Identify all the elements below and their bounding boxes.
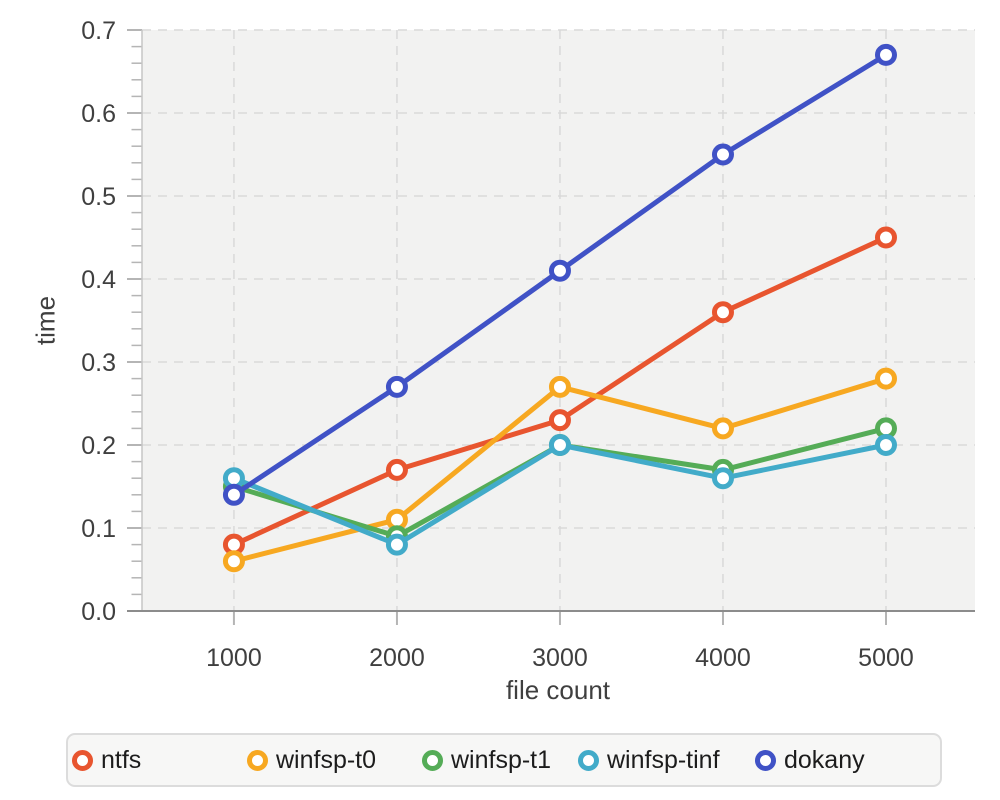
legend-item-winfsp-tinf: winfsp-tinf	[578, 746, 755, 775]
y-tick-label: 0.2	[81, 432, 116, 460]
y-tick-label: 0.6	[81, 100, 116, 128]
y-tick-label: 0.1	[81, 515, 116, 543]
y-tick-label: 0.5	[81, 183, 116, 211]
data-point-winfsp-tinf	[711, 467, 734, 490]
data-point-dokany	[385, 375, 408, 398]
data-point-winfsp-t0	[711, 417, 734, 440]
y-tick-label: 0.4	[81, 266, 116, 294]
x-tick-label: 5000	[858, 644, 914, 672]
legend-item-winfsp-t0: winfsp-t0	[247, 746, 422, 775]
plot-background	[142, 30, 975, 611]
legend-marker-icon	[578, 749, 599, 771]
x-tick-label: 3000	[532, 644, 588, 672]
legend-marker-icon	[72, 749, 93, 771]
legend-marker-icon	[247, 749, 268, 771]
data-point-dokany	[222, 483, 245, 506]
legend-label: ntfs	[101, 745, 142, 774]
data-point-dokany	[711, 143, 734, 166]
data-point-winfsp-t0	[548, 375, 571, 398]
y-tick-label: 0.0	[81, 598, 116, 626]
y-axis-title: time	[30, 295, 61, 346]
legend-label: winfsp-t0	[276, 745, 377, 774]
legend-marker-icon	[422, 749, 443, 771]
x-tick-label: 1000	[206, 644, 262, 672]
data-point-ntfs	[385, 458, 408, 481]
data-point-ntfs	[711, 301, 734, 324]
data-point-dokany	[874, 43, 897, 66]
x-tick-label: 4000	[695, 644, 751, 672]
legend-item-dokany: dokany	[755, 746, 865, 775]
data-point-winfsp-t0	[222, 550, 245, 573]
legend: ntfs winfsp-t0 winfsp-t1 winfsp-tinf dokany	[66, 733, 942, 787]
data-point-winfsp-tinf	[548, 434, 571, 456]
data-point-winfsp-tinf	[385, 533, 408, 556]
data-point-winfsp-t0	[874, 367, 897, 390]
y-tick-label: 0.3	[81, 349, 116, 377]
legend-label: dokany	[784, 745, 865, 774]
data-point-dokany	[548, 259, 571, 282]
x-tick-label: 2000	[369, 644, 425, 672]
legend-item-ntfs: ntfs	[72, 746, 247, 775]
data-point-winfsp-tinf	[874, 434, 897, 456]
y-tick-label: 0.7	[81, 17, 116, 45]
data-point-ntfs	[874, 226, 897, 249]
legend-label: winfsp-tinf	[607, 745, 720, 774]
data-point-ntfs	[548, 409, 571, 432]
legend-item-winfsp-t1: winfsp-t1	[422, 746, 578, 775]
x-axis-title: file count	[505, 674, 611, 705]
legend-label: winfsp-t1	[451, 745, 552, 774]
legend-marker-icon	[755, 749, 776, 771]
